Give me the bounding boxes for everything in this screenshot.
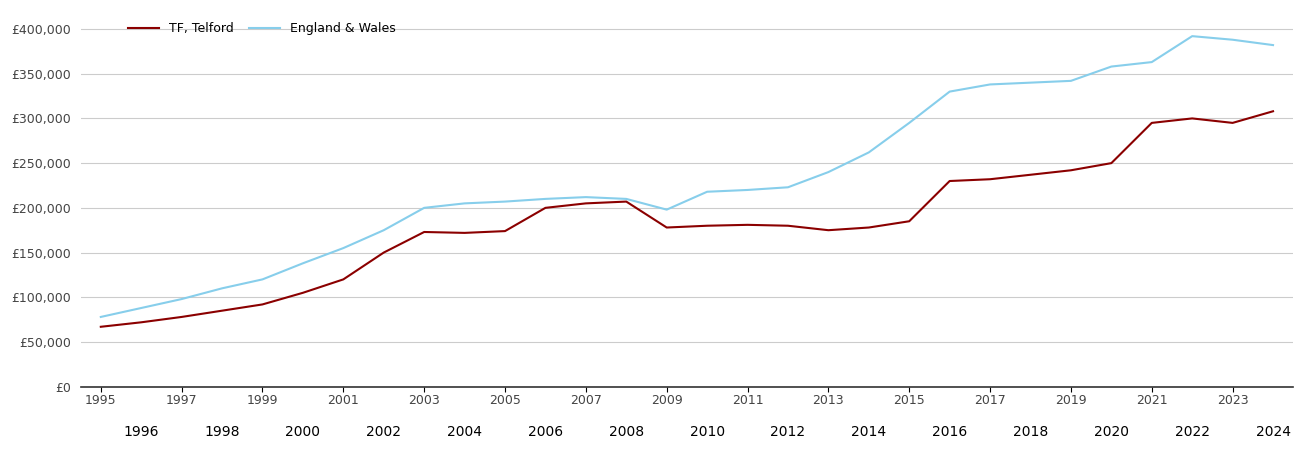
TF, Telford — [861, 225, 877, 230]
England & Wales — [133, 305, 149, 310]
TF, Telford — [821, 228, 837, 233]
England & Wales — [578, 194, 594, 200]
TF, Telford — [1023, 172, 1039, 177]
TF, Telford — [942, 178, 958, 184]
TF, Telford — [254, 302, 270, 307]
TF, Telford — [1266, 108, 1282, 114]
TF, Telford — [538, 205, 553, 211]
TF, Telford — [497, 229, 513, 234]
England & Wales — [416, 205, 432, 211]
England & Wales — [457, 201, 472, 206]
England & Wales — [376, 228, 392, 233]
England & Wales — [983, 82, 998, 87]
England & Wales — [821, 169, 837, 175]
England & Wales — [295, 261, 311, 266]
TF, Telford — [619, 199, 634, 204]
TF, Telford — [457, 230, 472, 236]
TF, Telford — [902, 219, 917, 224]
TF, Telford — [376, 250, 392, 255]
TF, Telford — [1225, 120, 1241, 126]
England & Wales — [1266, 42, 1282, 48]
England & Wales — [942, 89, 958, 94]
England & Wales — [1104, 64, 1120, 69]
TF, Telford — [1144, 120, 1160, 126]
England & Wales — [861, 150, 877, 155]
TF, Telford — [295, 290, 311, 296]
TF, Telford — [214, 308, 230, 313]
TF, Telford — [1185, 116, 1201, 121]
England & Wales — [1185, 33, 1201, 39]
England & Wales — [1064, 78, 1079, 84]
England & Wales — [740, 187, 756, 193]
TF, Telford — [416, 230, 432, 235]
England & Wales — [1023, 80, 1039, 86]
England & Wales — [1144, 59, 1160, 65]
TF, Telford — [740, 222, 756, 228]
TF, Telford — [1104, 161, 1120, 166]
Legend: TF, Telford, England & Wales: TF, Telford, England & Wales — [123, 18, 401, 40]
England & Wales — [780, 184, 796, 190]
TF, Telford — [780, 223, 796, 229]
England & Wales — [699, 189, 715, 194]
England & Wales — [335, 245, 351, 251]
TF, Telford — [699, 223, 715, 229]
TF, Telford — [93, 324, 108, 329]
Line: England & Wales: England & Wales — [100, 36, 1274, 317]
TF, Telford — [578, 201, 594, 206]
TF, Telford — [659, 225, 675, 230]
England & Wales — [497, 199, 513, 204]
England & Wales — [93, 314, 108, 319]
TF, Telford — [335, 277, 351, 282]
England & Wales — [174, 297, 189, 302]
TF, Telford — [174, 314, 189, 319]
England & Wales — [619, 196, 634, 202]
TF, Telford — [133, 320, 149, 325]
England & Wales — [1225, 37, 1241, 42]
England & Wales — [214, 286, 230, 291]
England & Wales — [902, 120, 917, 126]
England & Wales — [659, 207, 675, 212]
England & Wales — [538, 196, 553, 202]
Line: TF, Telford: TF, Telford — [100, 111, 1274, 327]
TF, Telford — [983, 176, 998, 182]
TF, Telford — [1064, 167, 1079, 173]
England & Wales — [254, 277, 270, 282]
